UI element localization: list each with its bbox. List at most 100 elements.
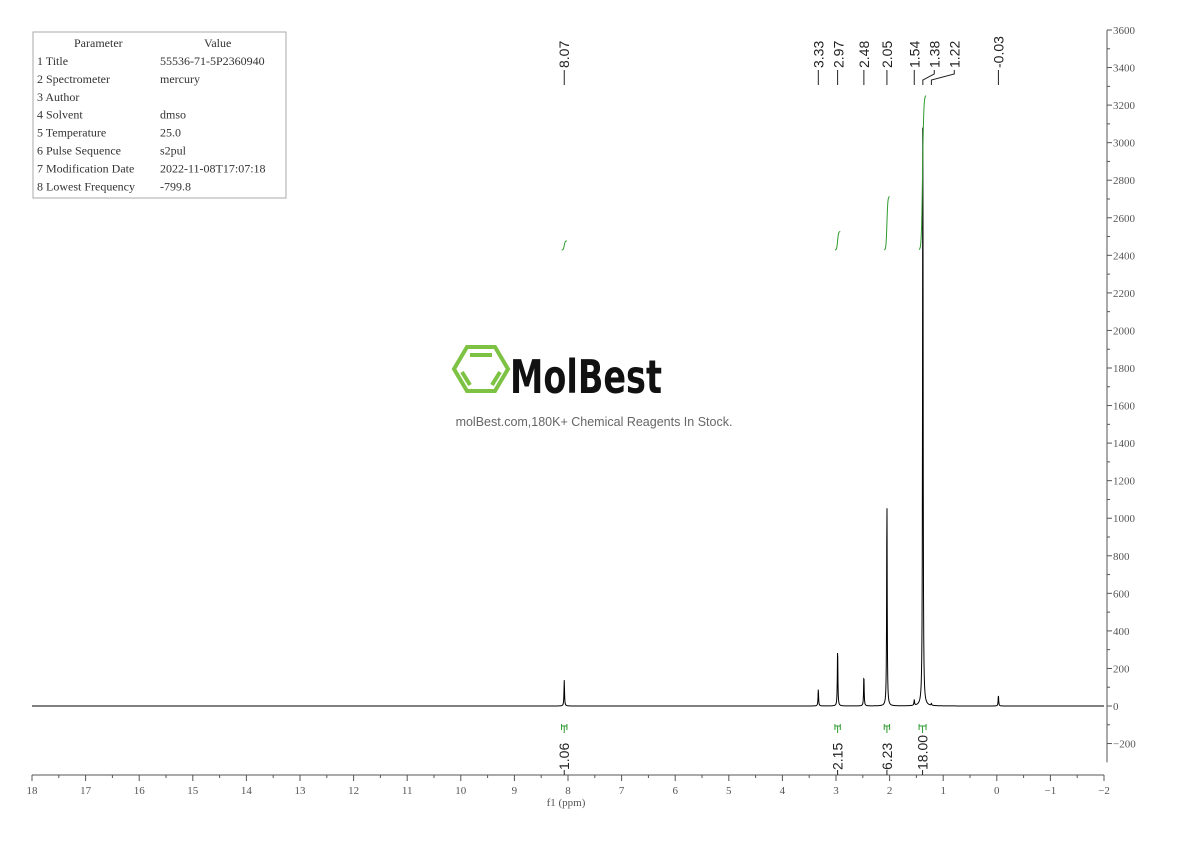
table-row-parameter: 6 Pulse Sequence	[37, 144, 121, 158]
table-row-value: 25.0	[160, 126, 181, 140]
integral-curve	[561, 240, 567, 251]
watermark: MolBest molBest.com,180K+ Chemical Reage…	[451, 345, 733, 429]
y-tick-label: 3200	[1113, 100, 1136, 112]
x-tick-label: 7	[619, 785, 625, 797]
peak-label: 8.07	[556, 41, 572, 85]
x-tick-label: 6	[672, 785, 678, 797]
y-tick-label: 600	[1113, 588, 1130, 600]
x-tick-label: 5	[726, 785, 732, 797]
peak-label-text: 2.48	[856, 41, 872, 68]
table-row-value: s2pul	[160, 144, 187, 158]
peak-label: 2.48	[856, 41, 872, 85]
x-tick-label: 16	[134, 785, 146, 797]
x-tick-label: −1	[1045, 785, 1057, 797]
table-row-value: 55536-71-5P2360940	[160, 54, 265, 68]
peak-label: -0.03	[990, 36, 1006, 85]
y-tick-label: 3600	[1113, 25, 1136, 37]
x-tick-label: 10	[455, 785, 467, 797]
x-tick-label: 15	[187, 785, 199, 797]
x-tick-label: 11	[402, 785, 413, 797]
x-tick-label: 9	[512, 785, 518, 797]
table-row-parameter: 4 Solvent	[37, 108, 83, 122]
x-tick-label: 18	[27, 785, 39, 797]
y-tick-label: 1400	[1113, 438, 1136, 450]
integral-label: 1.06	[556, 743, 572, 770]
y-tick-label: 0	[1113, 701, 1119, 713]
x-tick-label: 4	[780, 785, 786, 797]
x-tick-label: 12	[348, 785, 359, 797]
peak-label: 1.22	[930, 41, 962, 85]
y-tick-label: 2000	[1113, 325, 1136, 337]
integral-curve	[884, 196, 890, 251]
peak-label-text: 8.07	[556, 41, 572, 68]
parameters-table: Parameter Value 1 Title 55536-71-5P236094…	[32, 31, 287, 199]
y-tick-label: 2400	[1113, 250, 1136, 262]
x-tick-label: 2	[887, 785, 893, 797]
integral: 18.00	[915, 95, 931, 775]
table-row-parameter: 3 Author	[37, 90, 79, 104]
y-tick-label: 1600	[1113, 401, 1136, 413]
x-tick-label: 14	[241, 785, 253, 797]
peak-label: 1.38	[922, 41, 942, 85]
table-row-value: mercury	[160, 72, 200, 86]
peak-label-text: 3.33	[810, 41, 826, 68]
y-tick-label: 1000	[1113, 513, 1136, 525]
y-tick-label: 2800	[1113, 175, 1136, 187]
y-tick-label: 3400	[1113, 63, 1136, 75]
y-tick-label: 3000	[1113, 138, 1136, 150]
x-tick-label: 1	[940, 785, 946, 797]
peak-label: 2.97	[830, 41, 846, 85]
table-header-value: Value	[204, 36, 231, 50]
spectrum-line	[32, 127, 1104, 707]
x-tick-label: −2	[1098, 785, 1110, 797]
peak-label: 1.54	[906, 41, 922, 85]
table-row-value: dmso	[160, 108, 186, 122]
integral-label: 2.15	[830, 743, 846, 770]
x-tick-label: 17	[80, 785, 92, 797]
watermark-tagline: molBest.com,180K+ Chemical Reagents In S…	[456, 415, 733, 429]
table-row-value: -799.8	[160, 179, 191, 193]
y-tick-label: 1200	[1113, 476, 1136, 488]
molbest-hexagon-logo-icon	[451, 345, 511, 393]
integral-curve	[834, 231, 841, 251]
table-row-parameter: 1 Title	[37, 54, 68, 68]
table-row-value: 2022-11-08T17:07:18	[160, 161, 266, 175]
integral-label: 6.23	[879, 743, 895, 770]
y-tick-label: 200	[1113, 663, 1130, 675]
peak-label: 3.33	[810, 41, 826, 85]
table-row-parameter: 8 Lowest Frequency	[37, 179, 135, 193]
x-tick-label: 0	[994, 785, 1000, 797]
integral: 6.23	[879, 196, 895, 775]
peak-label-text: 1.22	[946, 41, 962, 68]
integral-curve	[918, 95, 927, 250]
peak-label-text: 2.97	[830, 41, 846, 68]
y-tick-label: 1800	[1113, 363, 1136, 375]
integral-bracket	[561, 724, 568, 733]
peak-label-text: 1.38	[926, 41, 942, 68]
peak-label-leader	[930, 70, 955, 85]
peak-label-text: -0.03	[990, 36, 1006, 68]
y-tick-label: −200	[1113, 739, 1136, 751]
table-row-parameter: 7 Modification Date	[37, 161, 134, 175]
integral: 1.06	[556, 240, 572, 775]
x-axis-label: f1 (ppm)	[547, 797, 586, 809]
peak-label-leader	[922, 70, 935, 85]
x-tick-label: 8	[565, 785, 571, 797]
integral-bracket	[834, 724, 841, 733]
table-row-parameter: 2 Spectrometer	[37, 72, 110, 86]
watermark-logo-text: MolBest	[510, 350, 662, 404]
y-tick-label: 800	[1113, 551, 1130, 563]
integral-bracket	[883, 724, 891, 733]
integral: 2.15	[830, 231, 846, 775]
x-tick-label: 3	[833, 785, 839, 797]
y-tick-label: 2600	[1113, 213, 1136, 225]
integral-bracket	[918, 724, 927, 733]
table-header-parameter: Parameter	[74, 36, 123, 50]
peak-label: 2.05	[879, 41, 895, 85]
y-tick-label: 2200	[1113, 288, 1136, 300]
x-tick-label: 13	[295, 785, 307, 797]
peak-label-text: 2.05	[879, 41, 895, 68]
peak-label-text: 1.54	[906, 41, 922, 68]
table-row-parameter: 5 Temperature	[37, 126, 106, 140]
